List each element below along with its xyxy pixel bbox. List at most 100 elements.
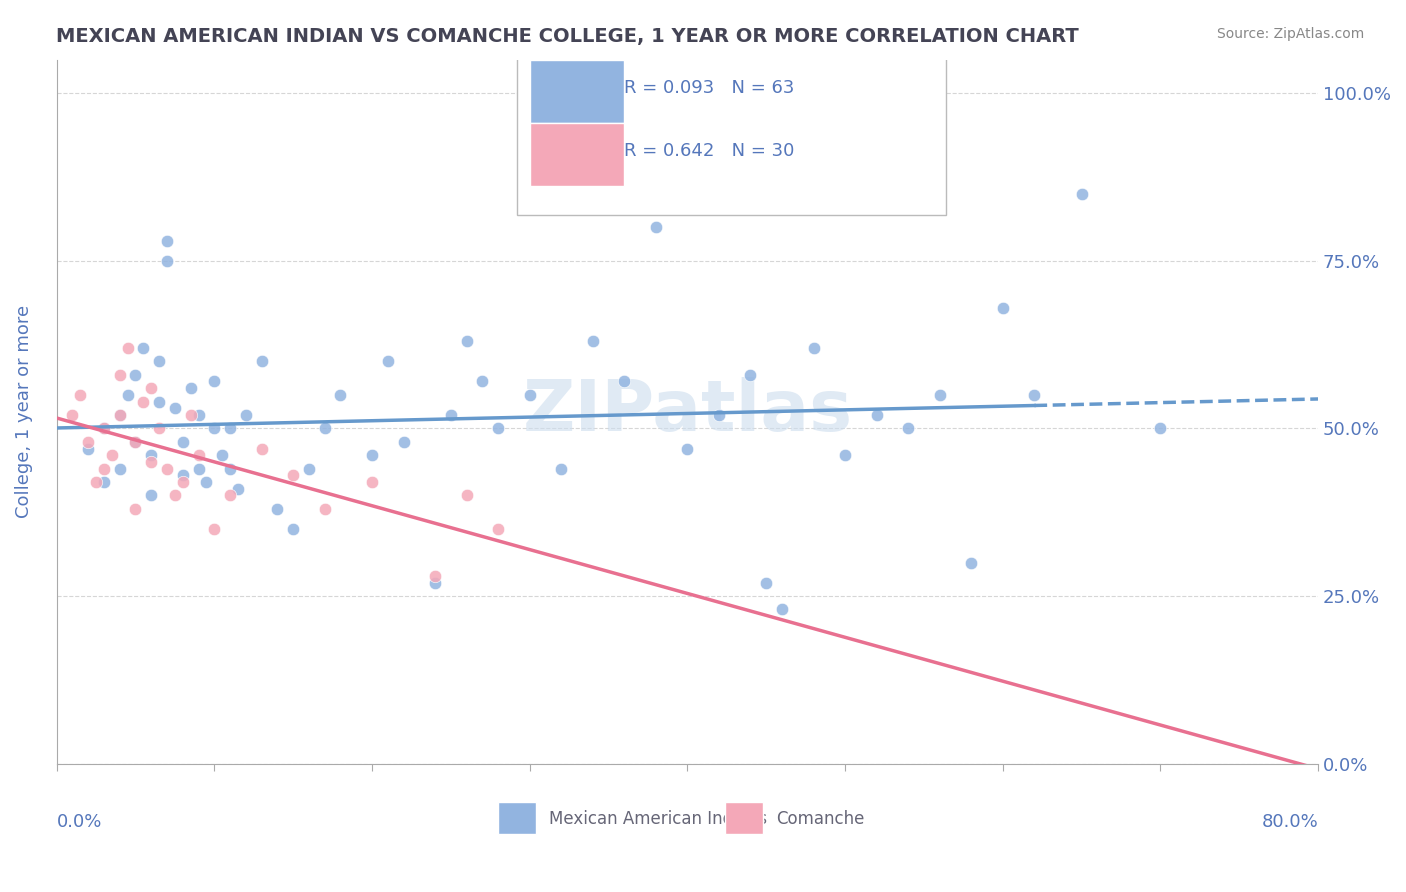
Point <box>117 341 139 355</box>
Point <box>361 448 384 462</box>
Point <box>172 434 194 449</box>
Point <box>187 461 209 475</box>
Point <box>361 475 384 489</box>
Text: MEXICAN AMERICAN INDIAN VS COMANCHE COLLEGE, 1 YEAR OR MORE CORRELATION CHART: MEXICAN AMERICAN INDIAN VS COMANCHE COLL… <box>56 27 1078 45</box>
Point <box>281 468 304 483</box>
Point <box>156 461 179 475</box>
Text: R = 0.093   N = 63: R = 0.093 N = 63 <box>624 78 794 96</box>
Point <box>226 482 249 496</box>
Point <box>219 421 242 435</box>
Point <box>132 341 155 355</box>
Point <box>132 394 155 409</box>
Point <box>93 421 115 435</box>
Text: Source: ZipAtlas.com: Source: ZipAtlas.com <box>1216 27 1364 41</box>
Point <box>928 388 950 402</box>
Point <box>202 375 225 389</box>
Point <box>834 448 856 462</box>
Point <box>77 442 100 456</box>
Point <box>163 401 186 416</box>
Point <box>202 421 225 435</box>
Point <box>423 569 446 583</box>
Point <box>1024 388 1046 402</box>
Point <box>187 448 209 462</box>
Point <box>613 375 636 389</box>
Point <box>141 488 163 502</box>
Point <box>423 575 446 590</box>
Point <box>456 488 478 502</box>
Point <box>69 388 91 402</box>
Point <box>281 522 304 536</box>
FancyBboxPatch shape <box>517 45 946 214</box>
Point <box>93 421 115 435</box>
Point <box>180 381 202 395</box>
Point <box>219 488 242 502</box>
Point <box>991 301 1014 315</box>
Point <box>141 455 163 469</box>
Point <box>486 421 509 435</box>
Point <box>803 341 825 355</box>
Text: Mexican American Indians: Mexican American Indians <box>548 810 766 828</box>
Point <box>93 475 115 489</box>
Point <box>124 368 146 382</box>
Point <box>865 408 887 422</box>
Point <box>195 475 218 489</box>
Point <box>60 408 83 422</box>
Point <box>377 354 399 368</box>
Text: 0.0%: 0.0% <box>56 813 103 831</box>
Point <box>108 368 131 382</box>
Point <box>755 575 778 590</box>
Point <box>172 475 194 489</box>
Point <box>314 502 336 516</box>
Point <box>456 334 478 349</box>
Point <box>550 461 572 475</box>
Text: R = 0.642   N = 30: R = 0.642 N = 30 <box>624 142 794 161</box>
Point <box>148 354 170 368</box>
Point <box>707 408 730 422</box>
Point <box>180 408 202 422</box>
Point <box>1070 186 1092 201</box>
Point <box>266 502 288 516</box>
Point <box>740 368 762 382</box>
Point <box>141 381 163 395</box>
Point <box>329 388 352 402</box>
Point <box>124 434 146 449</box>
Point <box>124 502 146 516</box>
Point <box>582 334 605 349</box>
Point <box>117 388 139 402</box>
Point <box>148 394 170 409</box>
Point <box>770 602 793 616</box>
Point <box>471 375 494 389</box>
Point <box>108 461 131 475</box>
Point <box>77 434 100 449</box>
Point <box>235 408 257 422</box>
Text: Comanche: Comanche <box>776 810 865 828</box>
Point <box>156 234 179 248</box>
Point <box>250 354 273 368</box>
Point <box>211 448 233 462</box>
Point <box>124 434 146 449</box>
Y-axis label: College, 1 year or more: College, 1 year or more <box>15 305 32 518</box>
Point <box>219 461 242 475</box>
Point <box>250 442 273 456</box>
Point <box>440 408 463 422</box>
Point <box>298 461 321 475</box>
Point <box>202 522 225 536</box>
FancyBboxPatch shape <box>725 803 763 834</box>
FancyBboxPatch shape <box>530 60 624 123</box>
Point <box>108 408 131 422</box>
Point <box>84 475 107 489</box>
Point <box>93 461 115 475</box>
Point <box>644 220 666 235</box>
Point <box>960 556 983 570</box>
Text: ZIPatlas: ZIPatlas <box>522 377 852 446</box>
Point <box>156 253 179 268</box>
Point <box>187 408 209 422</box>
Point <box>676 442 699 456</box>
Point <box>148 421 170 435</box>
Point <box>897 421 920 435</box>
Point <box>101 448 124 462</box>
Point <box>172 468 194 483</box>
Point <box>519 388 541 402</box>
Text: 80.0%: 80.0% <box>1261 813 1319 831</box>
Point <box>392 434 415 449</box>
